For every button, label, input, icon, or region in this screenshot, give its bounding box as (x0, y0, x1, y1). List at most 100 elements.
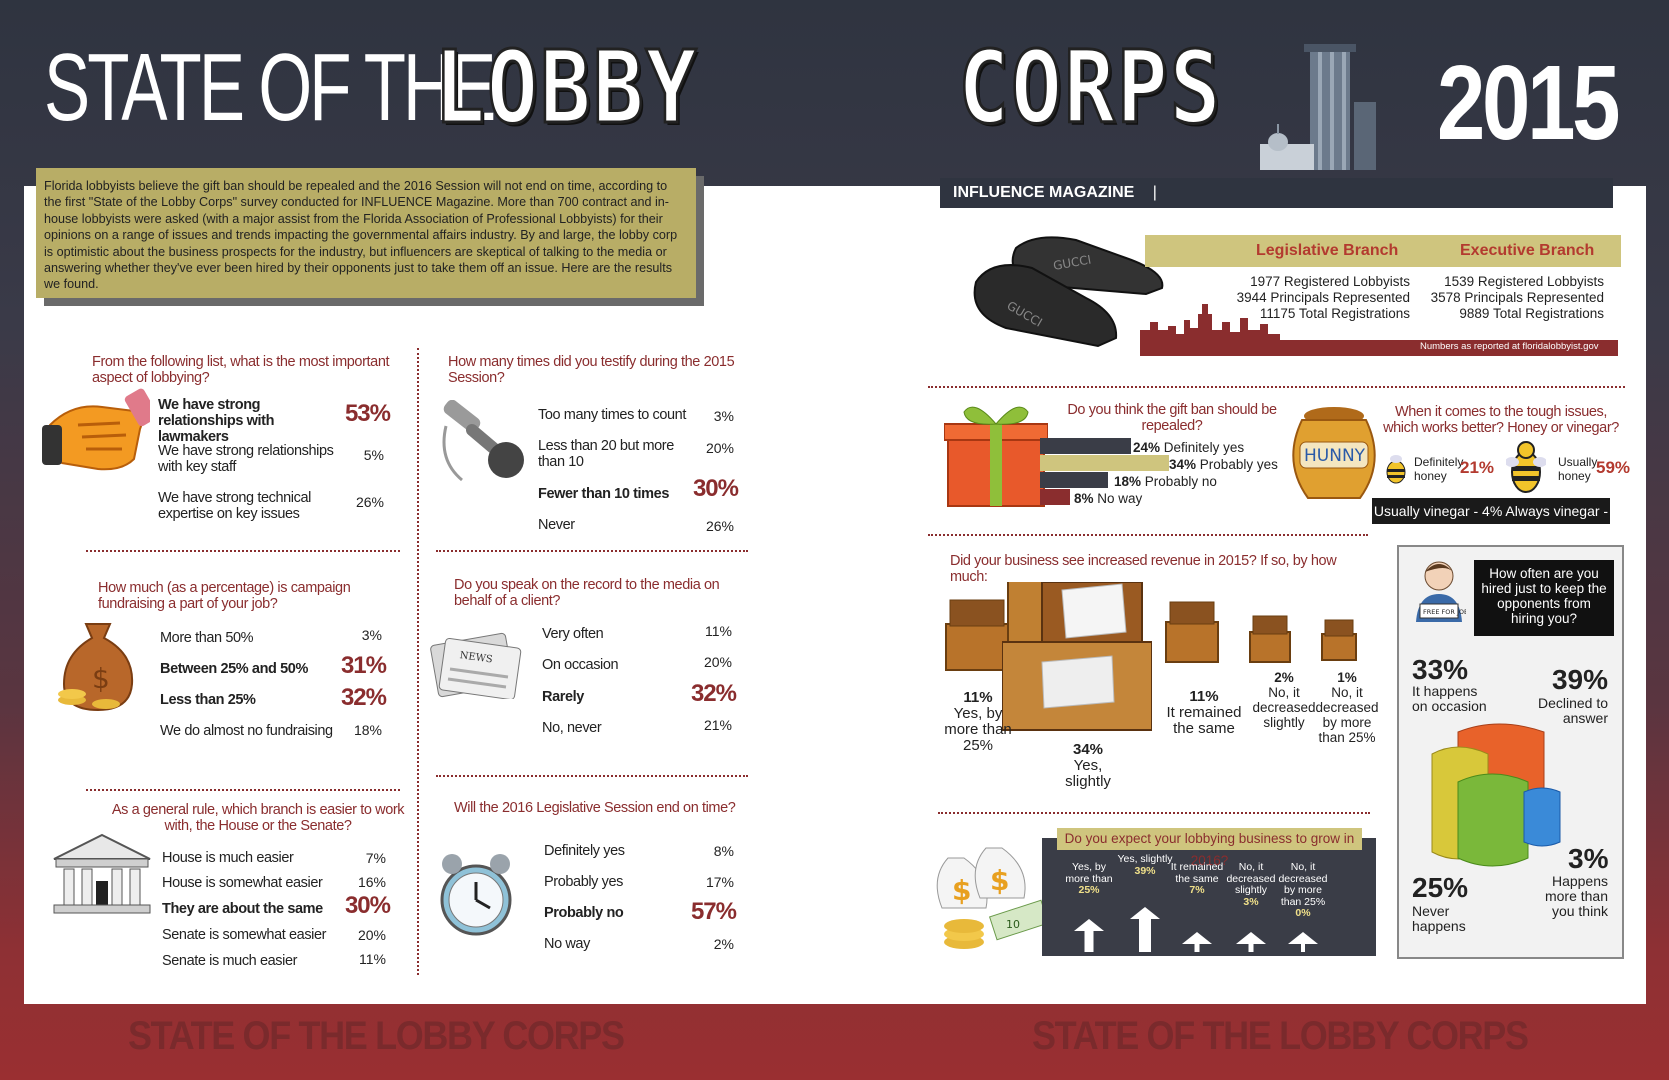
q4-row-label: No, never (542, 720, 602, 736)
grow-pct: 0% (1295, 907, 1311, 919)
gift-pct: 18% (1114, 474, 1142, 489)
q4-row-label: Rarely (542, 689, 584, 705)
title-corps: CORPS (957, 29, 1223, 146)
q3-row-label: More than 50% (160, 630, 254, 646)
column-divider (417, 348, 419, 975)
job-seeker-sign-label: FREE FOR JOB (1423, 608, 1466, 616)
q1-question: From the following list, what is the mos… (92, 354, 390, 386)
q5-row-label: House is much easier (162, 850, 294, 866)
footer-right: STATE OF THE LOBBY CORPS (1032, 1014, 1529, 1058)
gift-bar (1040, 455, 1169, 471)
revenue-label: Yes, slightly (1065, 757, 1111, 790)
grow-column: Yes, by more than 25% (1060, 861, 1118, 897)
grow-label: No, it decreased by more than 25% (1278, 861, 1328, 908)
revenue-pct: 11% (963, 689, 993, 706)
gift-pct: 24% (1133, 440, 1161, 455)
revenue-question: Did your business see increased revenue … (950, 553, 1337, 585)
title-state-of-the: STATE OF THE (44, 34, 496, 141)
revenue-item: 2% No, it decreased slightly (1252, 670, 1316, 730)
hired-a1-pct: 33% (1412, 654, 1469, 685)
q5-row-label: Senate is much easier (162, 953, 298, 969)
revenue-label: Yes, by more than 25% (944, 705, 1012, 754)
grow-pct: 3% (1243, 895, 1259, 908)
gift-bar (1040, 438, 1131, 454)
q3-row-value: 32% (340, 684, 387, 711)
q4-row-label: Very often (542, 626, 604, 642)
money-bag-icon: $ (58, 623, 134, 712)
hired-a4-pct: 3% (1568, 843, 1609, 874)
svg-text:$: $ (952, 874, 971, 907)
q1-row-label: We have strong relationships with lawmak… (158, 397, 275, 445)
legislative-principals: 3944 Principals Represented (1236, 290, 1410, 305)
bee-icon (1386, 455, 1406, 484)
q1-row-value: 53% (344, 400, 391, 427)
q3-row-value: 18% (353, 722, 382, 738)
revenue-item: 1% No, it decreased by more than 25% (1312, 670, 1382, 745)
magazine-tagline: AN INSIDE VIEW INTO FLORIDA'S NEWS, POLI… (954, 214, 1442, 231)
newspaper-icon: NEWS (430, 632, 522, 699)
q1-row-label: We have strong relationships with key st… (158, 443, 334, 475)
grow-arrow (1288, 932, 1318, 952)
honey-jar-label: HUNNY (1304, 446, 1366, 466)
q3-row-value: 3% (361, 627, 382, 643)
q6-row-value: 2% (713, 936, 734, 952)
revenue-pct: 2% (1274, 670, 1294, 685)
gift-question: Do you think the gift ban should be repe… (1067, 402, 1277, 434)
vinegar-bar: Usually vinegar - 4% Always vinegar - 0% (1372, 498, 1610, 545)
q5-row-value: 11% (359, 951, 386, 967)
gift-row-text: 34% Probably yes (1169, 457, 1278, 472)
q5-row-value: 7% (365, 850, 386, 866)
hired-question-text: How often are you hired just to keep the… (1481, 566, 1607, 626)
source-note: Numbers as reported at floridalobbyist.g… (1420, 341, 1599, 352)
honey-usually-value: 59% (1596, 458, 1631, 477)
branch-header-bar (1145, 235, 1621, 267)
grow-column: No, it decreased by more than 25% 0% (1274, 861, 1332, 920)
q6-row-label: Probably yes (544, 874, 624, 890)
q2-row-label: Never (538, 517, 575, 533)
grow-label: No, it decreased slightly (1226, 861, 1276, 896)
section-divider (86, 550, 400, 552)
capitol-columns-icon (53, 833, 151, 914)
bee-icon (1506, 441, 1546, 493)
q6-row-value: 8% (713, 843, 734, 859)
q2-row-value: 30% (692, 475, 739, 502)
section-divider (436, 550, 748, 552)
q4-row-label: On occasion (542, 657, 619, 673)
q4-row-value: 21% (703, 717, 732, 733)
q3-question: How much (as a percentage) is campaign f… (98, 580, 351, 612)
grow-arrow (1130, 907, 1160, 952)
q3-row-value: 31% (340, 652, 387, 679)
legislative-lobbyists: 1977 Registered Lobbyists (1250, 274, 1410, 289)
money-bags-icon: $ $ 10 (936, 847, 1050, 949)
magazine-separator: | (1152, 184, 1157, 201)
magazine-bar: INFLUENCE MAGAZINE | AN INSIDE VIEW INTO… (940, 178, 1613, 231)
hired-a3-label: Never happens (1412, 903, 1466, 934)
q5-row-value: 30% (344, 892, 391, 919)
hired-a3-pct: 25% (1412, 872, 1469, 903)
q1-row-value: 5% (363, 447, 384, 463)
gift-row-text: 24% Definitely yes (1133, 440, 1244, 455)
executive-registrations: 9889 Total Registrations (1459, 306, 1604, 321)
revenue-label: No, it decreased by more than 25% (1315, 685, 1379, 745)
large-briefcase-icon (1002, 582, 1152, 731)
q5-row-value: 16% (357, 874, 386, 890)
hired-a2-pct: 39% (1551, 664, 1608, 695)
gift-label: Definitely yes (1163, 440, 1245, 455)
honey-question: When it comes to the tough issues, which… (1383, 404, 1619, 436)
grow-label: Yes, by more than (1065, 861, 1113, 885)
q1-row-value: 26% (355, 494, 384, 510)
revenue-pct: 1% (1337, 670, 1357, 685)
honey-usually-label: Usually honey (1558, 455, 1598, 483)
honey-definitely-value: 21% (1460, 458, 1495, 477)
q4-row-value: 32% (690, 680, 737, 707)
q4-row-value: 11% (705, 623, 732, 639)
grow-pct: 39% (1134, 864, 1156, 877)
job-seeker-avatar-icon: FREE FOR JOB (1416, 561, 1466, 622)
section-divider (938, 812, 1370, 814)
revenue-item: 34% Yes, slightly (1054, 742, 1122, 790)
grow-column: It remained the same 7% (1168, 861, 1226, 897)
q5-row-value: 20% (357, 927, 386, 943)
q1-row-label: We have strong technical expertise on ke… (158, 490, 311, 522)
city-skyline-icon (1140, 304, 1280, 342)
